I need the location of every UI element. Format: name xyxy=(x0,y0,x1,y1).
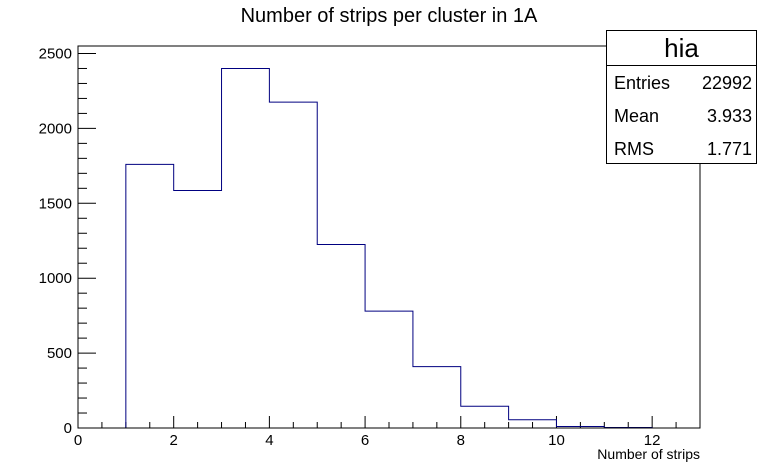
stats-rms-value: 1.771 xyxy=(706,139,752,159)
y-tick-label: 1500 xyxy=(39,195,72,212)
plot-frame xyxy=(77,45,701,429)
stats-entries-label: Entries xyxy=(614,73,671,93)
y-tick-label: 0 xyxy=(64,420,72,437)
stats-row-rms: RMS 1.771 xyxy=(607,132,756,165)
stats-histogram-name: hia xyxy=(607,31,756,66)
y-tick-label: 1000 xyxy=(39,270,72,287)
stats-box: hia Entries 22992 Mean 3.933 RMS 1.771 xyxy=(606,30,757,164)
x-tick-label: 6 xyxy=(361,432,369,449)
histogram-line xyxy=(125,67,700,429)
x-tick-label: 12 xyxy=(644,432,661,449)
tick-labels: 0 2 4 6 8 10 12 0 500 1000 1500 2000 2500 xyxy=(39,45,661,449)
stats-rms-label: RMS xyxy=(614,139,654,159)
stats-row-mean: Mean 3.933 xyxy=(607,99,756,132)
y-tick-label: 500 xyxy=(47,345,72,362)
stats-entries-value: 22992 xyxy=(701,73,752,93)
x-tick-label: 2 xyxy=(170,432,178,449)
x-axis-label: Number of strips xyxy=(597,446,700,462)
stats-row-entries: Entries 22992 xyxy=(607,66,756,99)
x-tick-label: 8 xyxy=(457,432,465,449)
y-tick-label: 2000 xyxy=(39,120,72,137)
x-tick-label: 4 xyxy=(265,432,273,449)
x-tick-label: 0 xyxy=(74,432,82,449)
y-tick-label: 2500 xyxy=(39,45,72,62)
x-tick-label: 10 xyxy=(548,432,565,449)
chart-title: Number of strips per cluster in 1A xyxy=(240,5,538,27)
stats-mean-label: Mean xyxy=(614,106,660,126)
stats-mean-value: 3.933 xyxy=(706,106,752,126)
